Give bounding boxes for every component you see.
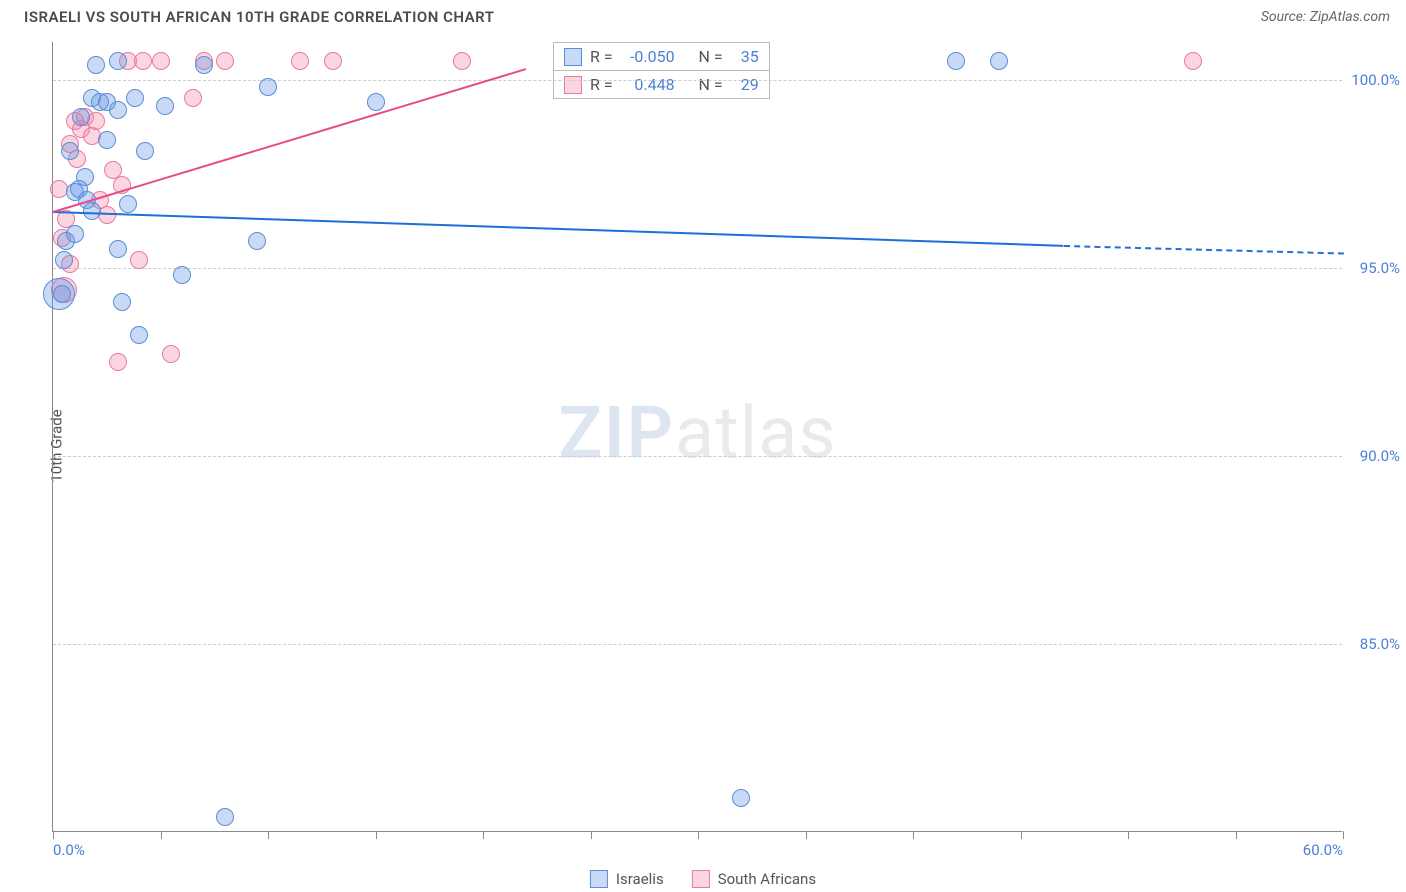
stats-n-label: N = bbox=[699, 47, 723, 66]
legend: Israelis South Africans bbox=[590, 870, 816, 888]
scatter-point-israelis bbox=[248, 232, 266, 250]
scatter-point-israelis bbox=[98, 131, 116, 149]
watermark: ZIPatlas bbox=[558, 390, 836, 475]
x-tick bbox=[1128, 831, 1129, 839]
x-tick bbox=[1021, 831, 1022, 839]
scatter-point-south_africans bbox=[130, 251, 148, 269]
gridline bbox=[53, 644, 1342, 645]
scatter-point-israelis bbox=[109, 101, 127, 119]
y-tick-label: 85.0% bbox=[1360, 635, 1400, 653]
scatter-point-south_africans bbox=[134, 52, 152, 70]
stats-box: R = -0.050 N = 35 R = 0.448 N = 29 bbox=[553, 42, 770, 99]
scatter-point-south_africans bbox=[109, 353, 127, 371]
x-tick bbox=[376, 831, 377, 839]
scatter-point-south_africans bbox=[453, 52, 471, 70]
stats-r-value: -0.050 bbox=[621, 47, 675, 66]
x-tick bbox=[591, 831, 592, 839]
trend-line bbox=[1063, 245, 1343, 255]
scatter-chart: ZIPatlas R =-0.050 N =35R =0.448 N =29 8… bbox=[52, 42, 1342, 832]
scatter-point-israelis bbox=[732, 789, 750, 807]
chart-title: ISRAELI VS SOUTH AFRICAN 10TH GRADE CORR… bbox=[24, 8, 494, 26]
scatter-point-israelis bbox=[216, 808, 234, 826]
legend-swatch bbox=[564, 48, 582, 66]
scatter-point-israelis bbox=[76, 168, 94, 186]
scatter-point-israelis bbox=[109, 240, 127, 258]
x-tick bbox=[1236, 831, 1237, 839]
source-attribution: Source: ZipAtlas.com bbox=[1261, 9, 1390, 25]
scatter-point-israelis bbox=[55, 251, 73, 269]
scatter-point-south_africans bbox=[184, 89, 202, 107]
x-tick bbox=[698, 831, 699, 839]
legend-item: Israelis bbox=[590, 870, 664, 888]
scatter-point-south_africans bbox=[291, 52, 309, 70]
legend-item: South Africans bbox=[692, 870, 816, 888]
scatter-point-israelis bbox=[367, 93, 385, 111]
scatter-point-israelis bbox=[109, 52, 127, 70]
scatter-point-israelis bbox=[173, 266, 191, 284]
x-tick bbox=[913, 831, 914, 839]
y-tick-label: 100.0% bbox=[1351, 71, 1400, 89]
scatter-point-south_africans bbox=[324, 52, 342, 70]
scatter-point-israelis bbox=[195, 56, 213, 74]
stats-n-value: 29 bbox=[731, 75, 759, 94]
scatter-point-israelis bbox=[113, 293, 131, 311]
legend-swatch bbox=[692, 870, 710, 888]
scatter-point-israelis bbox=[119, 195, 137, 213]
x-tick bbox=[53, 831, 54, 839]
legend-swatch bbox=[590, 870, 608, 888]
x-tick-label: 60.0% bbox=[1303, 841, 1343, 859]
stats-row: R = 0.448 N = 29 bbox=[554, 70, 769, 98]
scatter-point-israelis bbox=[259, 78, 277, 96]
stats-n-value: 35 bbox=[731, 47, 759, 66]
trend-line bbox=[53, 68, 527, 213]
x-tick bbox=[1343, 831, 1344, 839]
scatter-point-israelis bbox=[61, 142, 79, 160]
legend-swatch bbox=[564, 76, 582, 94]
x-tick bbox=[806, 831, 807, 839]
trend-line bbox=[53, 211, 1064, 247]
stats-r-label: R = bbox=[590, 47, 613, 66]
stats-r-label: R = bbox=[590, 75, 613, 94]
legend-label: South Africans bbox=[718, 870, 816, 888]
scatter-point-israelis bbox=[126, 89, 144, 107]
scatter-point-israelis bbox=[136, 142, 154, 160]
gridline bbox=[53, 80, 1342, 81]
x-tick bbox=[161, 831, 162, 839]
scatter-point-israelis bbox=[947, 52, 965, 70]
scatter-point-israelis bbox=[130, 326, 148, 344]
scatter-point-south_africans bbox=[1184, 52, 1202, 70]
scatter-point-israelis bbox=[87, 56, 105, 74]
x-tick bbox=[268, 831, 269, 839]
y-tick-label: 95.0% bbox=[1360, 259, 1400, 277]
stats-row: R = -0.050 N = 35 bbox=[554, 43, 769, 70]
x-tick-label: 0.0% bbox=[53, 841, 85, 859]
scatter-point-israelis bbox=[66, 225, 84, 243]
gridline bbox=[53, 456, 1342, 457]
scatter-point-israelis bbox=[53, 285, 71, 303]
y-tick-label: 90.0% bbox=[1360, 447, 1400, 465]
x-tick bbox=[483, 831, 484, 839]
scatter-point-south_africans bbox=[162, 345, 180, 363]
scatter-point-israelis bbox=[990, 52, 1008, 70]
stats-n-label: N = bbox=[699, 75, 723, 94]
scatter-point-israelis bbox=[156, 97, 174, 115]
stats-r-value: 0.448 bbox=[621, 75, 675, 94]
legend-label: Israelis bbox=[616, 870, 664, 888]
scatter-point-south_africans bbox=[216, 52, 234, 70]
scatter-point-south_africans bbox=[152, 52, 170, 70]
gridline bbox=[53, 268, 1342, 269]
scatter-point-israelis bbox=[72, 108, 90, 126]
